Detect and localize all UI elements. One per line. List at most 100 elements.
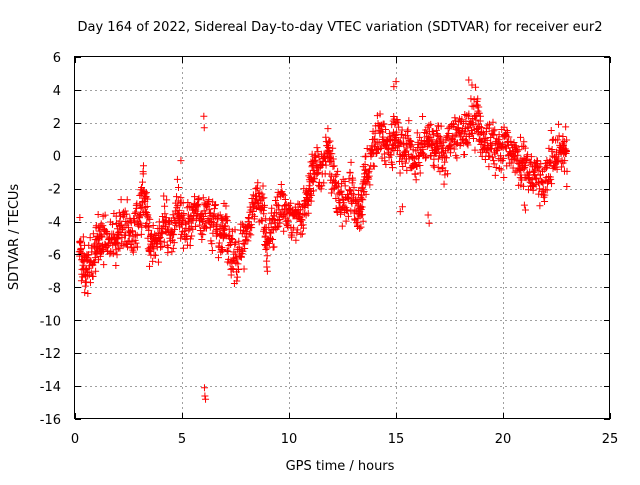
- data-point: [532, 174, 540, 182]
- data-point: [338, 222, 346, 230]
- data-point: [314, 148, 322, 156]
- data-point: [228, 234, 236, 242]
- data-point: [149, 222, 157, 230]
- data-point: [470, 134, 478, 142]
- data-point: [451, 114, 459, 122]
- data-point: [92, 267, 100, 275]
- data-point: [359, 196, 367, 204]
- data-point: [519, 182, 527, 190]
- data-point: [495, 165, 503, 173]
- data-point: [248, 224, 256, 232]
- data-point: [483, 128, 491, 136]
- data-point: [350, 184, 358, 192]
- data-point: [428, 136, 436, 144]
- data-point: [475, 109, 483, 117]
- data-point: [160, 192, 168, 200]
- data-point: [139, 178, 147, 186]
- data-point: [223, 246, 231, 254]
- data-point: [393, 128, 401, 136]
- y-tick-label: -14: [40, 380, 61, 395]
- data-point: [543, 186, 551, 194]
- data-point: [349, 176, 357, 184]
- data-point: [427, 151, 435, 159]
- data-point: [337, 210, 345, 218]
- data-point: [132, 239, 140, 247]
- data-point: [414, 152, 422, 160]
- data-point: [504, 128, 512, 136]
- data-point: [177, 234, 185, 242]
- data-point: [168, 248, 176, 256]
- data-point: [405, 117, 413, 125]
- data-point: [382, 160, 390, 168]
- data-point: [401, 148, 409, 156]
- data-point: [274, 202, 282, 210]
- data-point: [413, 162, 421, 170]
- data-point: [152, 251, 160, 259]
- data-point: [139, 162, 147, 170]
- data-point: [422, 153, 430, 161]
- data-point: [205, 205, 213, 213]
- data-point: [560, 141, 568, 149]
- data-point: [268, 204, 276, 212]
- data-point: [516, 166, 524, 174]
- data-point: [133, 243, 141, 251]
- data-point: [214, 254, 222, 262]
- data-point: [304, 209, 312, 217]
- data-point: [467, 127, 475, 135]
- y-tick-label: -4: [48, 216, 61, 231]
- data-point: [156, 234, 164, 242]
- data-point: [361, 161, 369, 169]
- data-point: [504, 141, 512, 149]
- data-point: [229, 235, 237, 243]
- data-point: [173, 175, 181, 183]
- data-point: [471, 146, 479, 154]
- data-point: [329, 162, 337, 170]
- data-point: [200, 112, 208, 120]
- data-point: [83, 251, 91, 259]
- data-point: [198, 236, 206, 244]
- x-tick-label: 10: [281, 432, 298, 447]
- data-point: [79, 258, 87, 266]
- data-point: [146, 247, 154, 255]
- data-point: [260, 201, 268, 209]
- data-point: [223, 213, 231, 221]
- data-point: [403, 166, 411, 174]
- data-point: [437, 122, 445, 130]
- data-point: [538, 187, 546, 195]
- data-point: [497, 166, 505, 174]
- data-point: [259, 182, 267, 190]
- data-point: [451, 132, 459, 140]
- data-point: [398, 131, 406, 139]
- data-point: [554, 136, 562, 144]
- data-point: [324, 142, 332, 150]
- data-point: [563, 167, 571, 175]
- data-point: [425, 219, 433, 227]
- x-tick-label: 25: [602, 432, 619, 447]
- data-point: [407, 138, 415, 146]
- data-point: [329, 155, 337, 163]
- data-point: [231, 240, 239, 248]
- data-point: [524, 186, 532, 194]
- data-point: [218, 245, 226, 253]
- data-point: [203, 224, 211, 232]
- data-point: [435, 133, 443, 141]
- data-point: [235, 265, 243, 273]
- data-point: [357, 202, 365, 210]
- data-point: [511, 152, 519, 160]
- data-point: [381, 157, 389, 165]
- data-point: [128, 238, 136, 246]
- data-point: [500, 173, 508, 181]
- data-point: [113, 251, 121, 259]
- data-point: [273, 201, 281, 209]
- data-point: [237, 226, 245, 234]
- data-point: [358, 203, 366, 211]
- data-point: [545, 144, 553, 152]
- data-point: [468, 130, 476, 138]
- data-point: [429, 161, 437, 169]
- x-tick-label: 0: [71, 432, 79, 447]
- data-point: [392, 78, 400, 86]
- data-point: [351, 215, 359, 223]
- data-point: [114, 235, 122, 243]
- data-point: [191, 193, 199, 201]
- data-point: [563, 136, 571, 144]
